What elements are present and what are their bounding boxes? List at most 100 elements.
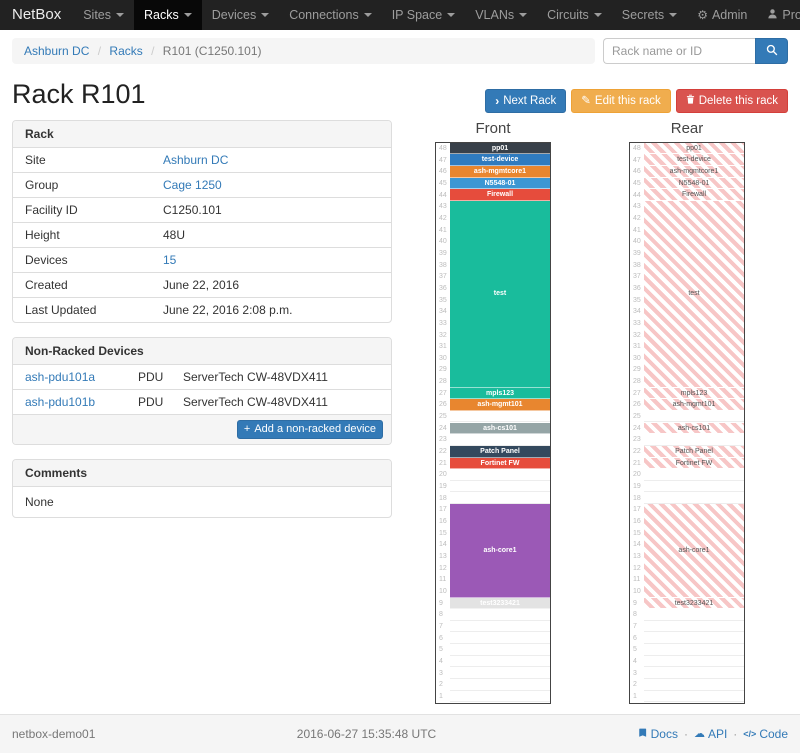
profile-link[interactable]: Profile xyxy=(757,0,800,30)
device-ash-mgmtcore1[interactable]: ash-mgmtcore1 xyxy=(450,166,550,178)
unit-number: 36 xyxy=(633,284,641,292)
rack-attr-label: Created xyxy=(25,277,68,292)
search-button[interactable] xyxy=(755,38,788,64)
rack-attr-row: Last Updated June 22, 2016 2:08 p.m. xyxy=(13,296,391,322)
nav-item[interactable]: Sites xyxy=(73,0,134,30)
empty-unit-slot xyxy=(644,667,744,679)
device-mpls123[interactable]: mpls123 xyxy=(644,387,744,400)
device-ash-mgmtcore1[interactable]: ash-mgmtcore1 xyxy=(644,166,744,178)
next-rack-button[interactable]: › Next Rack xyxy=(485,89,567,113)
nav-item[interactable]: VLANs xyxy=(465,0,537,30)
device-link[interactable]: ash-pdu101a xyxy=(25,369,96,384)
rack-attr-value[interactable]: 15 xyxy=(163,252,177,267)
unit-number: 8 xyxy=(439,611,443,619)
device-fortinet-fw[interactable]: Fortinet FW xyxy=(450,457,550,470)
unit-number: 21 xyxy=(633,459,641,467)
device-ash-core1[interactable]: ash-core1 xyxy=(644,504,744,598)
device-firewall[interactable]: Firewall xyxy=(644,189,744,201)
search-icon xyxy=(766,44,778,59)
device-test3233421[interactable]: test3233421 xyxy=(450,597,550,610)
device-test3233421[interactable]: test3233421 xyxy=(644,597,744,610)
empty-unit-slot xyxy=(450,481,550,493)
device-test[interactable]: test xyxy=(644,201,744,388)
unit-number: 11 xyxy=(633,576,641,584)
unit-number: 15 xyxy=(439,529,447,537)
unit-number: 6 xyxy=(439,634,443,642)
edit-rack-button[interactable]: ✎ Edit this rack xyxy=(571,89,671,113)
unit-number: 45 xyxy=(633,179,641,187)
chevron-down-icon xyxy=(363,13,372,17)
unit-number: 24 xyxy=(439,424,447,432)
unit-number: 44 xyxy=(633,191,641,199)
device-link[interactable]: ash-pdu101b xyxy=(25,394,96,409)
device-n5548-01[interactable]: N5548-01 xyxy=(644,177,744,190)
unit-number: 17 xyxy=(439,506,447,514)
rack-attr-value[interactable]: Ashburn DC xyxy=(163,152,229,167)
nav-item[interactable]: IP Space xyxy=(382,0,466,30)
code-link[interactable]: </> Code xyxy=(743,727,788,741)
nav-item[interactable]: Devices xyxy=(202,0,279,30)
unit-number: 29 xyxy=(439,366,447,374)
unit-number: 42 xyxy=(633,214,641,222)
unit-number: 6 xyxy=(633,634,637,642)
device-patch-panel[interactable]: Patch Panel xyxy=(644,446,744,458)
device-fortinet-fw[interactable]: Fortinet FW xyxy=(644,457,744,470)
rack-attr-label: Facility ID xyxy=(25,202,78,217)
unit-number: 34 xyxy=(633,308,641,316)
device-test-device[interactable]: test-device xyxy=(644,154,744,166)
unit-number: 34 xyxy=(439,308,447,316)
device-ash-mgmt101[interactable]: ash-mgmt101 xyxy=(644,399,744,411)
unit-number: 46 xyxy=(439,168,447,176)
device-ash-core1[interactable]: ash-core1 xyxy=(450,504,550,598)
main-content: › Next Rack ✎ Edit this rack Delete this r… xyxy=(0,79,800,704)
nav-item[interactable]: Racks xyxy=(134,0,202,30)
breadcrumb-racks-link[interactable]: Racks xyxy=(109,44,143,58)
unit-number: 23 xyxy=(633,436,641,444)
chevron-right-icon: › xyxy=(495,94,500,108)
device-firewall[interactable]: Firewall xyxy=(450,189,550,201)
empty-unit-slot xyxy=(644,469,744,481)
chevron-down-icon xyxy=(593,13,602,17)
device-test[interactable]: test xyxy=(450,201,550,388)
search-input[interactable] xyxy=(603,38,755,64)
breadcrumb-site-link[interactable]: Ashburn DC xyxy=(24,44,90,58)
nav-item[interactable]: Secrets xyxy=(612,0,687,30)
footer-separator: · xyxy=(683,727,688,741)
rack-front: 48 47 46 45 44 43 42 41 40 39 38 37 36 35 34 33 32 31 30 29… xyxy=(435,141,551,704)
empty-unit-slot xyxy=(644,609,744,621)
device-ash-cs101[interactable]: ash-cs101 xyxy=(450,422,550,435)
add-nonracked-device-button[interactable]: + Add a non-racked device xyxy=(236,419,383,439)
unit-number: 48 xyxy=(439,145,447,153)
unit-number: 36 xyxy=(439,284,447,292)
rear-elevation: Rear 48 47 46 45 44 43 42 41 40 39 38 37 36 35 34 33 32 3… xyxy=(629,120,745,704)
admin-link[interactable]: ⚙ Admin xyxy=(687,0,757,30)
device-n5548-01[interactable]: N5548-01 xyxy=(450,177,550,190)
device-pp01[interactable]: pp01 xyxy=(644,142,744,155)
user-icon xyxy=(767,0,778,30)
unit-number: 45 xyxy=(439,179,447,187)
rack-attr-value[interactable]: Cage 1250 xyxy=(163,177,222,192)
device-pp01[interactable]: pp01 xyxy=(450,142,550,155)
unit-number: 12 xyxy=(439,564,447,572)
unit-number: 7 xyxy=(439,622,443,630)
device-patch-panel[interactable]: Patch Panel xyxy=(450,446,550,458)
delete-rack-button[interactable]: Delete this rack xyxy=(675,89,788,113)
rack-attr-row: Facility ID C1250.101 xyxy=(13,196,391,222)
unit-number: 3 xyxy=(439,669,443,677)
nav-item[interactable]: Circuits xyxy=(537,0,612,30)
unit-number: 40 xyxy=(633,238,641,246)
device-ash-mgmt101[interactable]: ash-mgmt101 xyxy=(450,399,550,411)
unit-number: 43 xyxy=(633,203,641,211)
nav-item[interactable]: Connections xyxy=(279,0,382,30)
brand-link[interactable]: NetBox xyxy=(12,6,62,23)
unit-number: 30 xyxy=(633,354,641,362)
device-role: PDU xyxy=(138,394,164,409)
api-link[interactable]: ☁ API xyxy=(693,727,728,741)
comments-panel-title: Comments xyxy=(13,459,391,487)
device-mpls123[interactable]: mpls123 xyxy=(450,387,550,400)
empty-unit-slot xyxy=(644,691,744,703)
device-test-device[interactable]: test-device xyxy=(450,154,550,166)
device-ash-cs101[interactable]: ash-cs101 xyxy=(644,422,744,435)
front-elevation: Front 48 47 46 45 44 43 42 41 40 39 38 37 36 35 34 33 32… xyxy=(435,120,551,704)
docs-link[interactable]: Docs xyxy=(638,727,678,741)
